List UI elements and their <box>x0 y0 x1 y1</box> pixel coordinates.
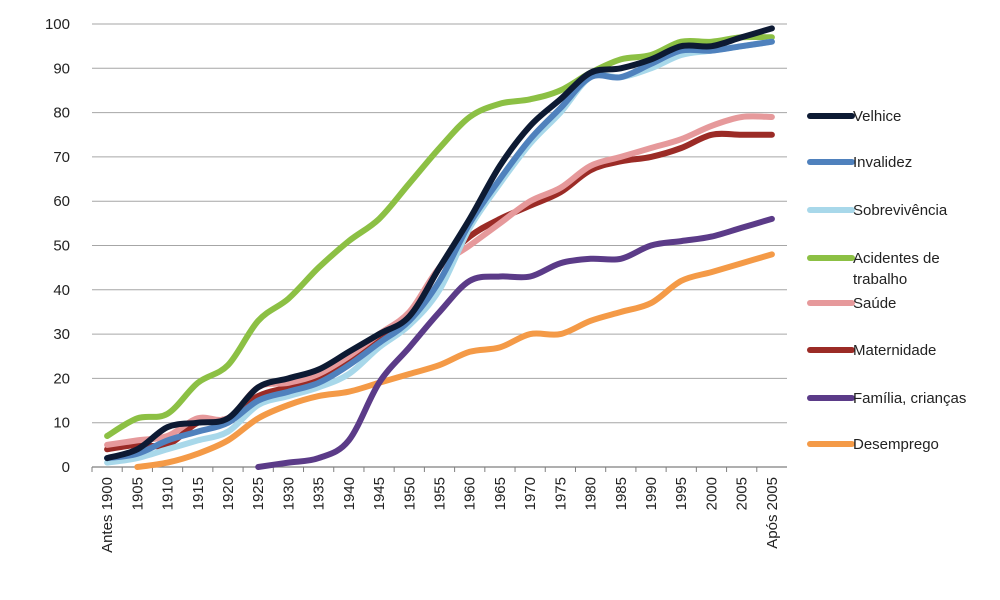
x-tick-label: 1935 <box>311 477 328 510</box>
y-tick-label: 60 <box>53 193 70 210</box>
x-tick-label: 1985 <box>613 477 630 510</box>
x-tick-label: 1960 <box>462 477 479 510</box>
x-tick-label: 1965 <box>492 477 509 510</box>
series-line-familia-criancas <box>255 215 775 470</box>
y-tick-label: 20 <box>53 370 70 387</box>
x-tick-label: 1950 <box>401 477 418 510</box>
x-tick-label: 2000 <box>703 477 720 510</box>
y-tick-label: 10 <box>53 415 70 432</box>
x-tick-label: 1955 <box>432 477 449 510</box>
grid-lines <box>92 23 787 468</box>
legend-label-velhice: Velhice <box>853 108 901 125</box>
legend: Velhice Invalidez Sobrevivência Acidentes d… <box>807 108 966 453</box>
series-lines <box>104 25 775 470</box>
y-tick-label: 30 <box>53 326 70 343</box>
series-line-acidentes-de-trabalho <box>104 33 775 439</box>
legend-label-saude: Saúde <box>853 295 896 312</box>
x-tick-label: 1970 <box>522 477 539 510</box>
x-tick-label: 1980 <box>583 477 600 510</box>
series-line-desemprego <box>134 251 775 470</box>
y-tick-label: 80 <box>53 105 70 122</box>
legend-label-sobrevivencia: Sobrevivência <box>853 202 948 219</box>
y-tick-label: 70 <box>53 149 70 166</box>
y-tick-label: 40 <box>53 282 70 299</box>
legend-label-acidentes-de-trabalho: Acidentes de trabalho <box>853 250 940 288</box>
x-tick-label: 2005 <box>734 477 751 510</box>
y-tick-label: 90 <box>53 60 70 77</box>
y-tick-label: 100 <box>45 16 70 33</box>
series-line-invalidez <box>104 38 775 462</box>
legend-label-invalidez: Invalidez <box>853 154 912 171</box>
x-tick-label: 1925 <box>250 477 267 510</box>
x-tick-label: Antes 1900 <box>99 477 116 553</box>
y-tick-label: 50 <box>53 238 70 255</box>
y-axis-ticks: 0 10 20 30 40 50 60 70 80 90 100 <box>45 16 70 476</box>
x-tick-label: 1940 <box>341 477 358 510</box>
x-tick-label: 1905 <box>129 477 146 510</box>
y-tick-label: 0 <box>62 459 70 476</box>
legend-label-familia-criancas: Família, crianças <box>853 390 966 407</box>
legend-label-desemprego: Desemprego <box>853 436 939 453</box>
x-tick-label: 1910 <box>160 477 177 510</box>
x-tick-label: 1920 <box>220 477 237 510</box>
x-tick-label: 1945 <box>371 477 388 510</box>
x-tick-label: 1915 <box>190 477 207 510</box>
x-tick-label: Após 2005 <box>764 477 781 549</box>
series-line-sobrevivencia <box>104 38 775 466</box>
x-tick-label: 1975 <box>552 477 569 510</box>
x-tick-label: 1995 <box>673 477 690 510</box>
x-tick-label: 1930 <box>280 477 297 510</box>
legend-label-maternidade: Maternidade <box>853 342 936 359</box>
x-axis-ticks: Antes 1900 1905 1910 1915 1920 1925 1930 1935 19… <box>91 467 781 553</box>
x-tick-label: 1990 <box>643 477 660 510</box>
series-line-velhice <box>104 25 775 462</box>
